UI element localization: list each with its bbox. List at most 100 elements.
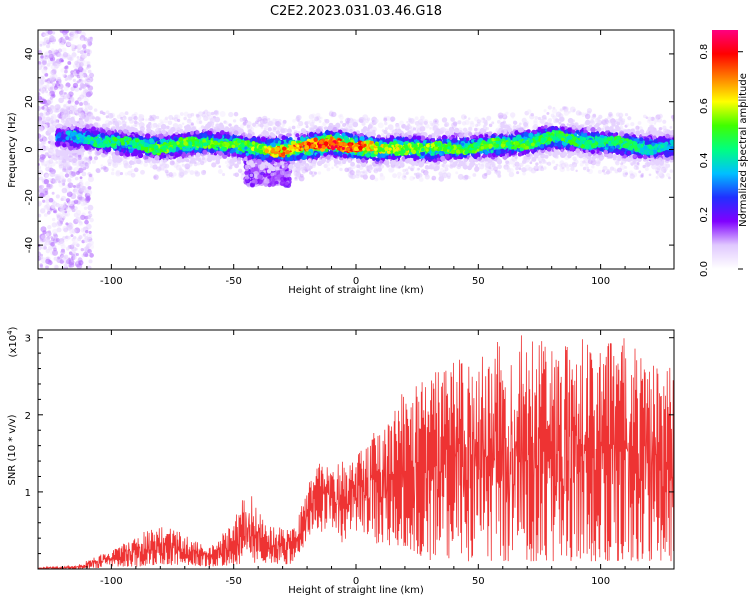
spectrogram-cell xyxy=(80,163,87,170)
spectrogram-cell xyxy=(213,110,218,115)
spectrogram-cell xyxy=(221,172,226,177)
spectrogram-cell xyxy=(38,213,42,218)
spectrogram-cell xyxy=(89,217,94,223)
spectrogram-cell xyxy=(61,37,67,43)
spectrogram-cell xyxy=(636,162,640,165)
spectrogram-cell xyxy=(48,197,54,203)
spectrogram-cell xyxy=(572,156,577,161)
spectrogram-cell xyxy=(379,174,386,181)
spectrogram-cell xyxy=(138,119,143,123)
spectrogram-cell xyxy=(83,206,88,211)
spectrogram-cell xyxy=(38,126,44,133)
spectrogram-cell xyxy=(547,105,552,110)
spectrogram-cell xyxy=(44,152,49,157)
spectrogram-cell xyxy=(326,167,331,172)
spectrogram-cell xyxy=(100,164,104,167)
spectrogram-cell xyxy=(331,111,337,118)
spectrogram-cell xyxy=(85,245,90,250)
spectrogram-cell xyxy=(79,185,86,191)
spectrogram-cell xyxy=(566,167,570,172)
spectrogram-cell xyxy=(662,119,667,124)
spectrogram-cell xyxy=(255,117,260,122)
spectrogram-cell xyxy=(47,245,53,251)
spectrogram-cell xyxy=(53,264,59,269)
spectrogram-cell xyxy=(627,116,632,121)
spectrogram-cell xyxy=(70,37,74,41)
spectrogram-cell xyxy=(196,114,200,118)
spectrogram-cell xyxy=(595,161,601,167)
spectrogram-cell xyxy=(355,170,362,176)
spectrogram-cell xyxy=(51,222,57,228)
spectrogram-cell xyxy=(45,233,49,237)
spectrogram-cell xyxy=(608,113,612,117)
spectrogram-cell xyxy=(284,181,289,187)
spectrogram-cell xyxy=(64,173,70,178)
spectrogram-cell xyxy=(63,115,67,119)
spectrogram-cell xyxy=(96,116,102,122)
spectrogram-cell xyxy=(81,114,85,118)
spectrogram-cell xyxy=(72,78,76,82)
spectrogram-cell xyxy=(553,165,558,171)
spectrogram-cell xyxy=(88,259,93,264)
spectrogram-cell xyxy=(575,169,578,173)
spectrogram-cell xyxy=(572,108,576,112)
spectrogram-cell xyxy=(635,125,640,130)
spectrogram-cell xyxy=(243,121,247,125)
spectrogram-cell xyxy=(441,163,445,168)
spectrogram-cell xyxy=(87,197,91,201)
spectrogram-cell xyxy=(63,69,68,74)
spectrogram-cell xyxy=(76,55,80,59)
spectrogram-cell xyxy=(112,162,119,169)
spectrogram-cell xyxy=(298,130,301,134)
spectrogram-cell xyxy=(75,171,80,175)
spectrogram-cell xyxy=(107,112,114,119)
spectrogram-cell xyxy=(110,171,115,176)
spectrogram-cell xyxy=(76,184,81,189)
spectrogram-cell xyxy=(475,124,479,128)
spectrogram-cell xyxy=(480,117,487,123)
spectrogram-cell xyxy=(38,50,43,55)
spectrogram-cell xyxy=(168,114,174,121)
spectrogram-cell xyxy=(105,110,110,115)
spectrogram-cell xyxy=(45,173,50,179)
spectrogram-cell xyxy=(615,112,621,117)
spectrogram-cell xyxy=(100,167,104,170)
spectrogram-cell xyxy=(349,119,353,123)
spectrogram-cell xyxy=(566,123,570,126)
spectrogram-cell xyxy=(543,109,547,113)
spectrogram-cell xyxy=(590,120,596,126)
spectrogram-cell xyxy=(244,164,250,170)
spectrogram-cell xyxy=(429,127,432,130)
spectrogram-cell xyxy=(88,72,95,78)
spectrogram-cell xyxy=(232,173,236,177)
spectrogram-cell xyxy=(50,168,54,171)
spectrogram-cell xyxy=(190,122,194,126)
spectrogram-cell xyxy=(196,161,201,166)
spectrogram-cell xyxy=(73,199,79,205)
spectrogram-cell xyxy=(43,213,48,217)
spectrogram-cell xyxy=(58,80,62,85)
spectrogram-cell xyxy=(76,30,82,34)
spectrogram-cell xyxy=(630,122,635,127)
spectrogram-cell xyxy=(457,120,462,125)
spectrogram-cell xyxy=(60,108,65,113)
spectrogram-cell xyxy=(71,171,77,177)
spectrogram-cell xyxy=(617,167,622,173)
spectrogram-cell xyxy=(317,171,322,175)
spectrogram-cell xyxy=(85,163,90,168)
spectrogram-cell xyxy=(67,100,72,104)
spectrogram-cell xyxy=(653,117,659,123)
spectrogram-cell xyxy=(74,176,79,181)
spectrogram-cell xyxy=(60,195,67,202)
spectrogram-cell xyxy=(647,116,653,122)
spectrogram-cell xyxy=(260,120,264,124)
spectrogram-cell xyxy=(76,209,82,215)
spectrogram-cell xyxy=(318,120,322,123)
spectrogram-cell xyxy=(467,126,473,132)
spectrogram-cell xyxy=(555,111,562,118)
spectrogram-cell xyxy=(397,175,401,179)
spectrogram-cell xyxy=(78,257,82,261)
spectrogram-cell xyxy=(597,169,602,174)
spectrogram-cell xyxy=(58,203,63,208)
spectrogram-cell xyxy=(446,164,450,168)
